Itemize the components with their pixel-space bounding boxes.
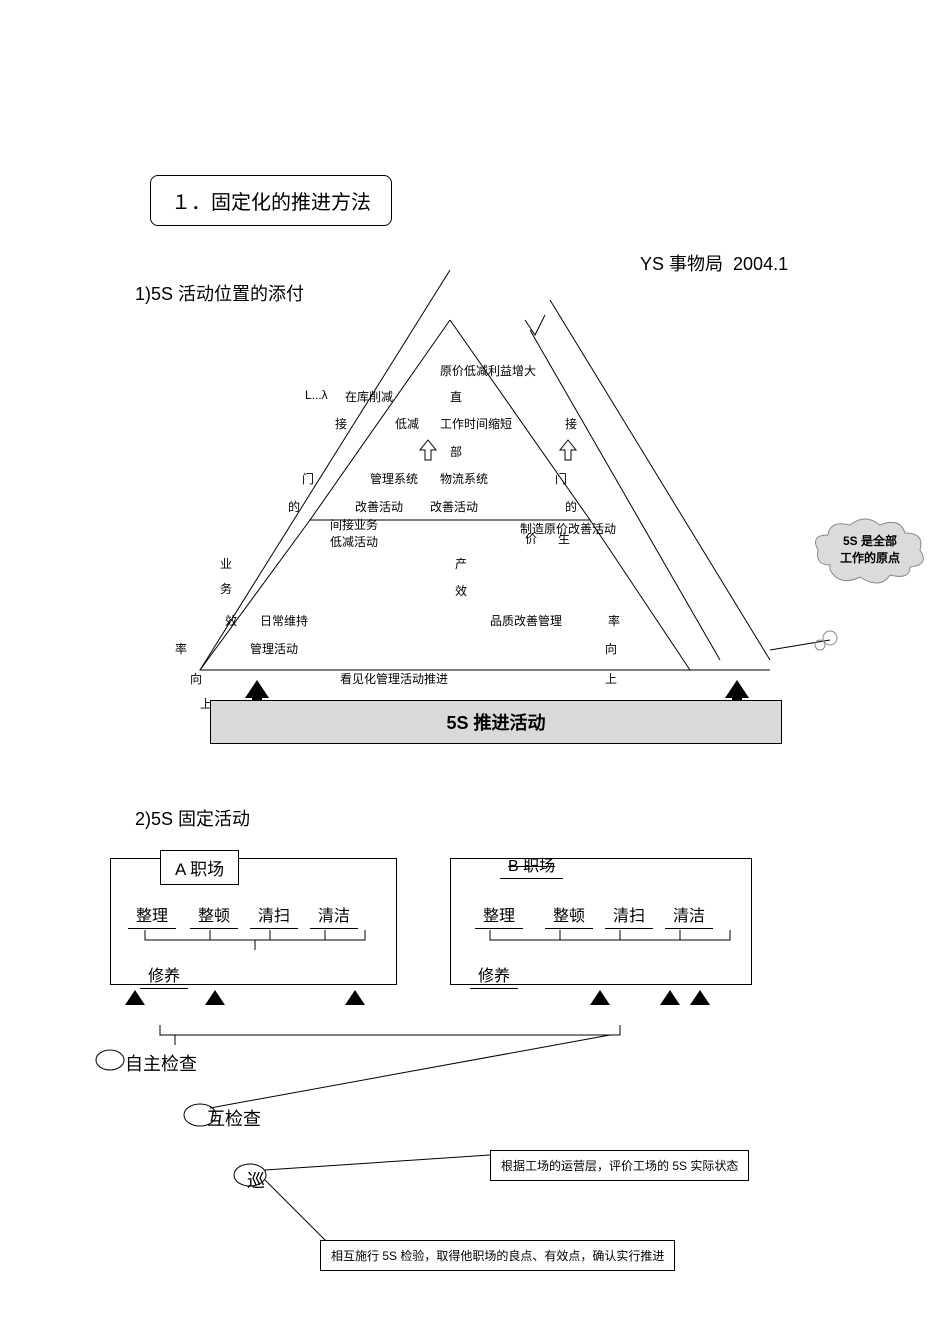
pyr-r7-r2: 价 [525, 530, 537, 547]
lv-1: 务 [220, 580, 232, 597]
lv-2: 效 [225, 612, 237, 629]
pyr-r6-2: 改善活动 [430, 498, 478, 515]
pyr-r2-2: 直 [450, 388, 462, 405]
pyr-r5-2: 物流系统 [440, 470, 488, 487]
br-1: 品质改善管理 [490, 612, 562, 629]
cloud-text: 5S 是全部 工作的原点 [840, 533, 900, 567]
title-box: １．固定化的推进方法 [150, 175, 392, 226]
rv-2: 率 [608, 612, 620, 629]
rv-1: 效 [455, 582, 467, 599]
note1: 根据工场的运营层，评价工场的 5S 实际状态 [490, 1150, 749, 1181]
pyr-r7-r3: 生 [558, 530, 570, 547]
pyramid-svg [130, 270, 870, 750]
lv-4: 向 [190, 670, 202, 687]
note2: 相互施行 5S 检验，取得他职场的良点、有效点，确认实行推进 [320, 1240, 675, 1271]
section2-connectors [90, 850, 820, 1270]
pyr-r6-1: 改善活动 [355, 498, 403, 515]
rv-0: 产 [455, 555, 467, 572]
pyr-r6-3: 的 [565, 498, 577, 515]
check3-label: 巡 [247, 1167, 265, 1193]
pyr-apex: 原价低减利益增大 [440, 362, 536, 379]
lv-3: 率 [175, 640, 187, 657]
pyr-r2-1: 在库削减 [345, 388, 393, 405]
foundation-bar: 5S 推进活动 [210, 700, 782, 744]
check2-label: 互检查 [207, 1105, 261, 1131]
pyr-r3-0: 接 [335, 415, 347, 432]
pyr-r3-2: 工作时间缩短 [440, 415, 512, 432]
br2-0: 管理活动 [250, 640, 298, 657]
pyr-r2-0: L...λ [305, 388, 328, 402]
pyr-r6-0: 的 [288, 498, 300, 515]
section2-heading: 2)5S 固定活动 [135, 805, 250, 831]
pyr-r5-1: 管理系统 [370, 470, 418, 487]
br-0: 日常维持 [260, 612, 308, 629]
pyr-r5-3: 门 [555, 470, 567, 487]
pyr-r7-left: 间接业务 低减活动 [330, 516, 378, 550]
pyr-r3-1: 低减 [395, 415, 419, 432]
check1-label: 自主检查 [125, 1050, 197, 1076]
pyr-r5-0: 门 [302, 470, 314, 487]
lv-0: 业 [220, 555, 232, 572]
pyr-r3-3: 接 [565, 415, 577, 432]
pyr-r4-0: 部 [450, 443, 462, 460]
rv-3: 向 [605, 640, 617, 657]
rv-4: 上 [605, 670, 617, 687]
visual-mgmt: 看见化管理活动推进 [340, 670, 448, 687]
cloud-note: 5S 是全部 工作的原点 [810, 515, 930, 585]
